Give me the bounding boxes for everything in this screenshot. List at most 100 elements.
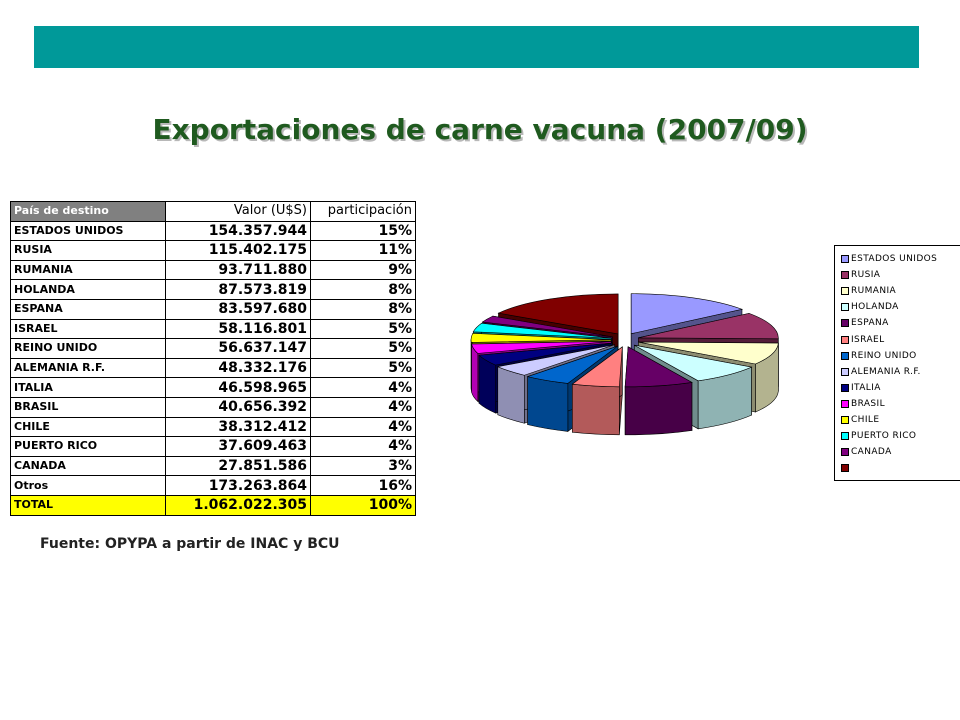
header-bar — [34, 26, 919, 68]
header-value: Valor (U$S) — [165, 201, 311, 222]
cell-value: 154.357.944 — [165, 220, 311, 242]
cell-value: 83.597.680 — [165, 298, 311, 320]
cell-country: TOTAL — [10, 494, 166, 516]
legend-item: PUERTO RICO — [841, 428, 960, 444]
table-row: Otros 173.263.864 16% — [10, 475, 416, 496]
cell-country: RUSIA — [10, 240, 166, 261]
cell-share: 3% — [310, 455, 416, 477]
cell-value: 87.573.819 — [165, 279, 311, 300]
legend-swatch — [841, 335, 849, 344]
pie-slice-rusia — [638, 313, 779, 340]
table-row: ALEMANIA R.F. 48.332.176 5% — [10, 357, 416, 379]
legend-swatch — [841, 432, 849, 441]
legend-item: HOLANDA — [841, 299, 960, 315]
pie-slice-italia — [478, 342, 613, 366]
table-row: RUMANIA 93.711.880 9% — [10, 259, 416, 281]
cell-value: 46.598.965 — [165, 377, 311, 398]
legend-item — [841, 460, 960, 476]
pie-slice-side — [527, 376, 569, 432]
legend-item: CHILE — [841, 412, 960, 428]
legend-item: CANADA — [841, 444, 960, 460]
cell-share: 11% — [310, 240, 416, 261]
cell-value: 56.637.147 — [165, 338, 311, 359]
legend-label: ESTADOS UNIDOS — [851, 254, 938, 265]
table-row: PUERTO RICO 37.609.463 4% — [10, 436, 416, 457]
legend-label: HOLANDA — [851, 302, 899, 313]
cell-share: 5% — [310, 357, 416, 379]
table-total-row: TOTAL 1.062.022.305 100% — [10, 494, 416, 516]
legend-item: ITALIA — [841, 380, 960, 396]
pie-slice-israel — [571, 346, 623, 388]
pie-slice-side — [624, 382, 693, 436]
pie-slice-rumania — [638, 341, 779, 365]
legend-label: ISRAEL — [851, 334, 885, 345]
legend-swatch — [841, 303, 849, 312]
cell-value: 173.263.864 — [165, 475, 311, 496]
cell-value: 27.851.586 — [165, 455, 311, 477]
legend-swatch — [841, 255, 849, 264]
pie-slice-alemania-r-f- — [496, 344, 615, 376]
exports-table: País de destino Valor (U$S) participació… — [10, 201, 416, 516]
pie-slice-holanda — [634, 344, 753, 382]
legend-item: ESTADOS UNIDOS — [841, 251, 960, 267]
pie-slice-brasil — [471, 341, 612, 354]
pie-slice-chile — [470, 333, 612, 343]
cell-country: CANADA — [10, 455, 166, 477]
cell-country: Otros — [10, 475, 166, 496]
pie-slice-side — [571, 383, 620, 436]
cell-country: PUERTO RICO — [10, 436, 166, 457]
chart-legend: ESTADOS UNIDOS RUSIA RUMANIA HOLANDA ESPANA I… — [834, 245, 960, 481]
cell-country: ITALIA — [10, 377, 166, 398]
table-row: RUSIA 115.402.175 11% — [10, 240, 416, 261]
legend-label: ALEMANIA R.F. — [851, 366, 921, 377]
cell-country: CHILE — [10, 416, 166, 438]
table-row: ITALIA 46.598.965 4% — [10, 377, 416, 398]
page-title: Exportaciones de carne vacuna (2007/09) — [152, 113, 808, 146]
cell-share: 16% — [310, 475, 416, 496]
legend-swatch — [841, 367, 849, 376]
cell-share: 8% — [310, 298, 416, 320]
cell-value: 58.116.801 — [165, 318, 311, 340]
table-row: REINO UNIDO 56.637.147 5% — [10, 338, 416, 359]
cell-country: RUMANIA — [10, 259, 166, 281]
cell-value: 115.402.175 — [165, 240, 311, 261]
table-row: BRASIL 40.656.392 4% — [10, 396, 416, 418]
cell-value: 48.332.176 — [165, 357, 311, 379]
table-row: HOLANDA 87.573.819 8% — [10, 279, 416, 300]
legend-label: CANADA — [851, 447, 892, 458]
legend-item: RUSIA — [841, 267, 960, 283]
legend-swatch — [841, 319, 849, 328]
legend-item: ISRAEL — [841, 331, 960, 347]
legend-label: RUMANIA — [851, 286, 897, 297]
table-row: ISRAEL 58.116.801 5% — [10, 318, 416, 340]
legend-item: RUMANIA — [841, 283, 960, 299]
cell-value: 37.609.463 — [165, 436, 311, 457]
pie-slice-canada — [481, 315, 613, 338]
legend-swatch — [841, 448, 849, 457]
cell-value: 40.656.392 — [165, 396, 311, 418]
cell-share: 9% — [310, 259, 416, 281]
legend-label: RUSIA — [851, 270, 881, 281]
cell-value: 93.711.880 — [165, 259, 311, 281]
pie-slice-reino-unido — [526, 345, 619, 384]
cell-country: ISRAEL — [10, 318, 166, 340]
table-row: CANADA 27.851.586 3% — [10, 455, 416, 477]
cell-share: 4% — [310, 436, 416, 457]
legend-swatch — [841, 271, 849, 280]
header-country: País de destino — [10, 201, 166, 222]
legend-swatch — [841, 399, 849, 408]
legend-swatch — [841, 351, 849, 360]
table-row: CHILE 38.312.412 4% — [10, 416, 416, 438]
table-header-row: País de destino Valor (U$S) participació… — [10, 201, 416, 222]
legend-swatch — [841, 464, 849, 473]
legend-item: REINO UNIDO — [841, 348, 960, 364]
cell-share: 100% — [310, 494, 416, 516]
legend-label: BRASIL — [851, 398, 886, 409]
cell-share: 15% — [310, 220, 416, 242]
legend-item: ESPANA — [841, 315, 960, 331]
cell-country: BRASIL — [10, 396, 166, 418]
legend-swatch — [841, 415, 849, 424]
cell-share: 4% — [310, 416, 416, 438]
cell-share: 4% — [310, 377, 416, 398]
cell-country: ESTADOS UNIDOS — [10, 220, 166, 242]
